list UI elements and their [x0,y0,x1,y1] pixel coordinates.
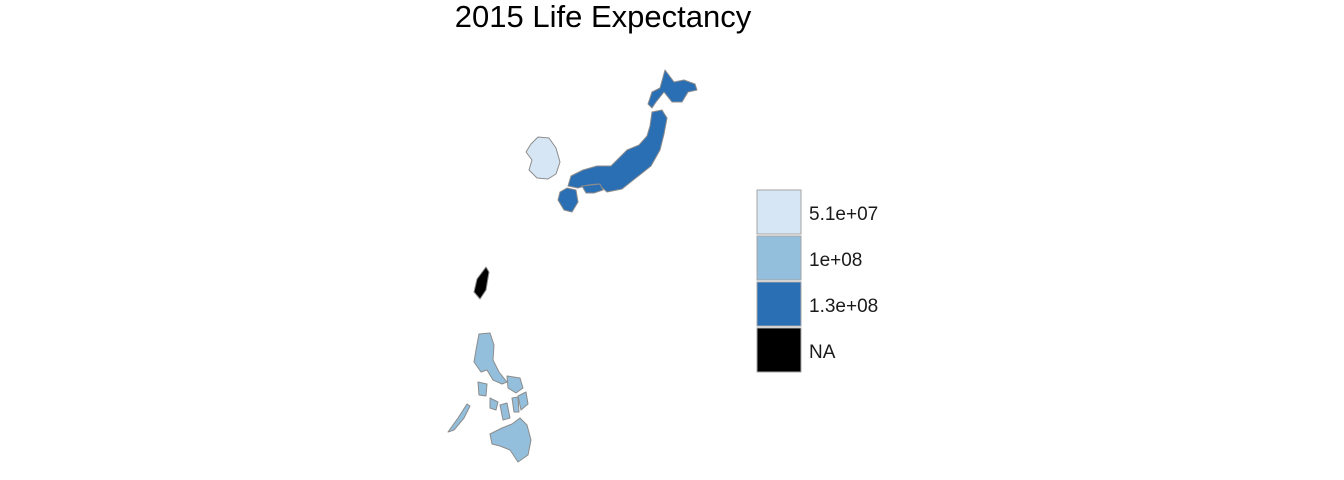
legend-key [756,327,802,373]
legend-entry: 1.3e+08 [756,281,878,327]
legend-entry: 5.1e+07 [756,189,878,235]
legend-label: NA [809,342,836,363]
legend: 5.1e+07 1e+08 1.3e+08 NA [756,189,878,373]
region-south-korea [525,136,561,180]
legend-label: 1e+08 [809,250,862,271]
region-philippines [447,332,532,463]
map-title: 2015 Life Expectancy [455,0,752,34]
legend-label: 1.3e+08 [809,296,878,317]
legend-key [756,235,802,281]
legend-entry: 1e+08 [756,235,862,281]
legend-entry: NA [756,327,836,373]
legend-label: 5.1e+07 [809,204,878,225]
region-taiwan [473,266,490,300]
legend-key [756,281,802,327]
legend-key [756,189,802,235]
region-japan [557,69,698,213]
